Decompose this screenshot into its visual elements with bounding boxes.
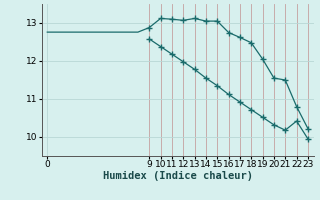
X-axis label: Humidex (Indice chaleur): Humidex (Indice chaleur) xyxy=(103,171,252,181)
